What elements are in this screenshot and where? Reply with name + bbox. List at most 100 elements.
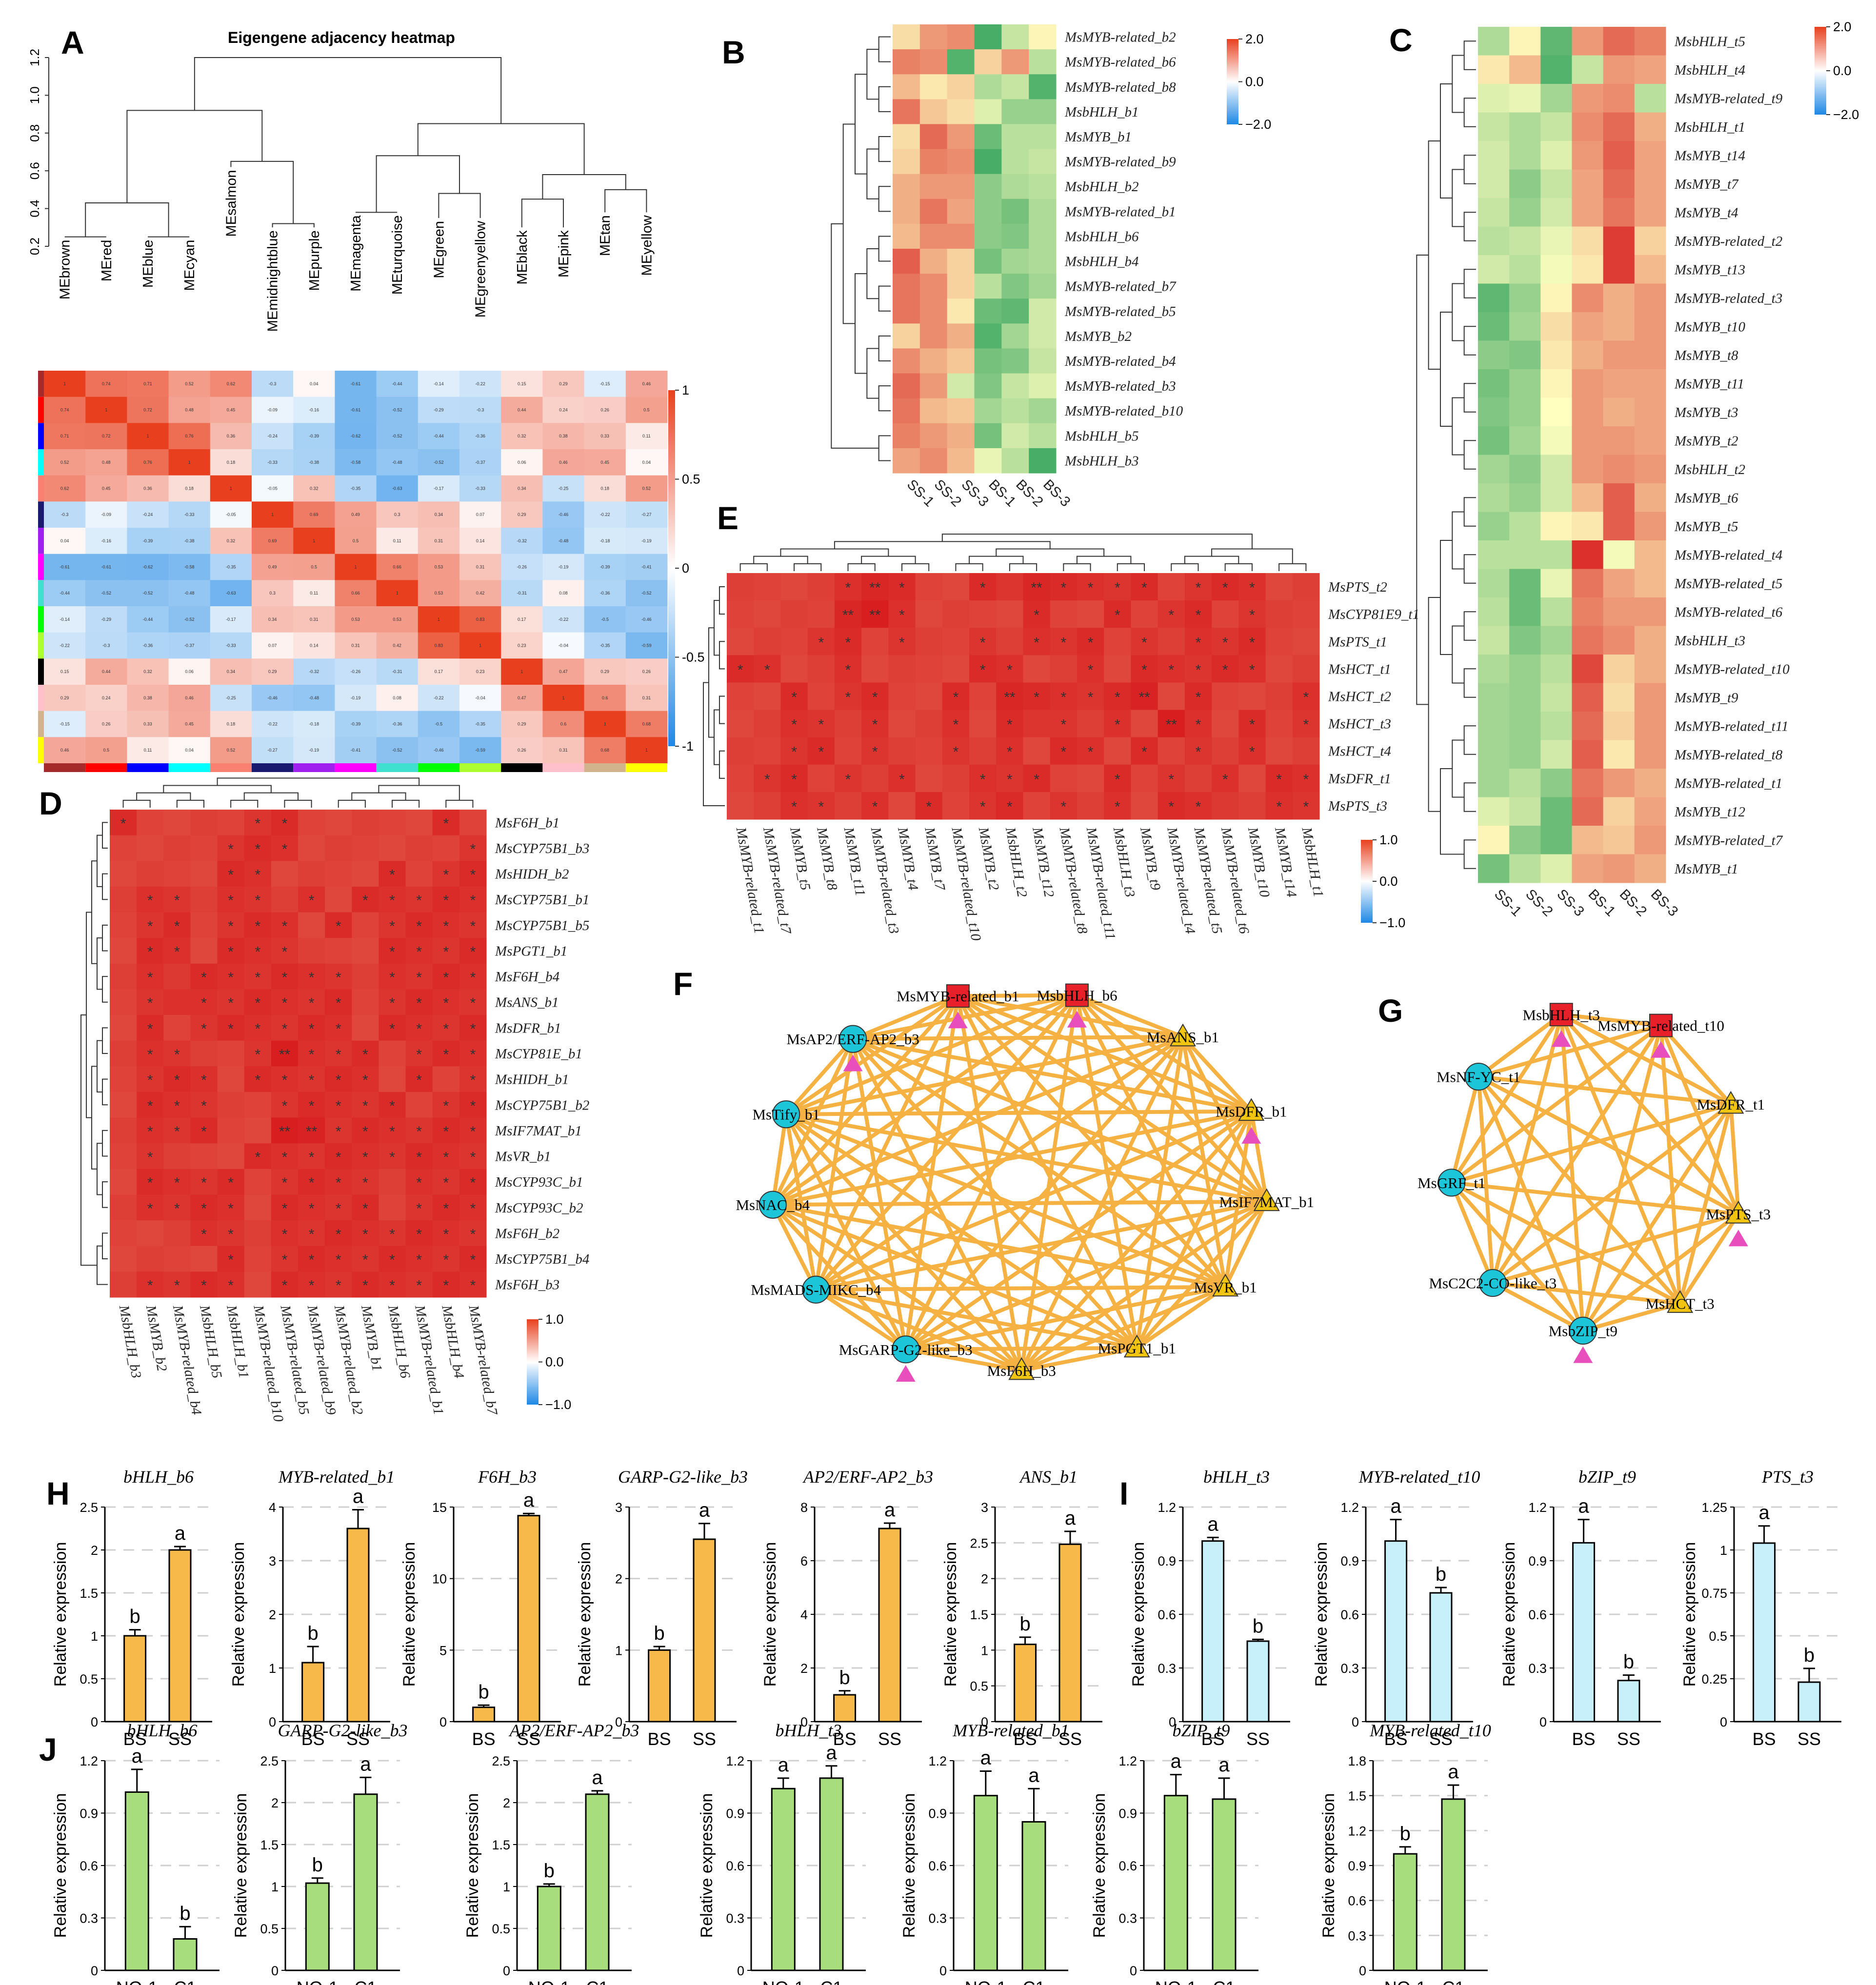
- heatmap-cell: [244, 1143, 272, 1170]
- cell-value-label: -0.35: [351, 486, 361, 491]
- heatmap-cell: [1478, 27, 1510, 56]
- network-edge: [851, 1037, 1269, 1204]
- heatmap-cell: [1634, 455, 1666, 484]
- significance-letter: a: [523, 1489, 535, 1511]
- heatmap-cell: [1603, 312, 1635, 341]
- network-edge: [1477, 1074, 1733, 1107]
- cell-value-label: 0.17: [518, 617, 526, 622]
- significance-star: *: [282, 1072, 288, 1089]
- heatmap-cell: [137, 1143, 164, 1170]
- module-label: MEgreenyellow: [473, 220, 489, 318]
- significance-star: *: [818, 799, 824, 815]
- network-edge: [1135, 1285, 1228, 1350]
- row-dendrogram: [91, 860, 97, 964]
- heatmap-cell: [352, 1092, 379, 1118]
- heatmap-cell: [542, 397, 585, 423]
- heatmap-cell: [168, 501, 211, 528]
- axis-tick-label: 1: [615, 1643, 622, 1658]
- bar: [1393, 1853, 1417, 1971]
- bar: [168, 1549, 192, 1723]
- axis-tick-label: 0.6: [1340, 1608, 1359, 1622]
- heatmap-cell: [780, 600, 808, 628]
- axis-tick-label: 0.9: [928, 1806, 947, 1821]
- heatmap-cell: [376, 554, 419, 580]
- heatmap-cell: [780, 573, 808, 601]
- significance-star: *: [309, 1072, 315, 1089]
- x-axis-label: NQ-1: [528, 1978, 570, 1985]
- heatmap-cell: [501, 475, 543, 502]
- row-dendrogram: [1463, 212, 1476, 241]
- bar: [1572, 1542, 1596, 1723]
- axis-tick-label: 0.9: [1340, 1554, 1359, 1568]
- column-dendrogram: [217, 777, 420, 786]
- significance-star: *: [201, 995, 207, 1012]
- bar: [353, 1793, 378, 1971]
- heatmap-cell: [418, 371, 460, 397]
- row-label: MsbHLH_b2: [1064, 179, 1138, 195]
- heatmap-cell: [325, 886, 352, 913]
- heatmap-cell: [969, 737, 997, 765]
- cell-value-label: -0.46: [641, 617, 652, 622]
- column-dendrogram: [753, 556, 808, 564]
- significance-star: *: [1222, 662, 1228, 678]
- significance-star: *: [255, 1021, 260, 1037]
- heatmap-cell: [1509, 55, 1541, 84]
- significance-star: *: [201, 1098, 207, 1114]
- significance-star: *: [282, 995, 288, 1012]
- heatmap-cell: [1603, 84, 1635, 113]
- column-dendrogram: [955, 563, 983, 571]
- network-edge: [1477, 1074, 1585, 1333]
- significance-star: *: [201, 1124, 207, 1140]
- heatmap-cell: [163, 1015, 191, 1041]
- significance-star: **: [306, 1124, 318, 1140]
- row-dendrogram: [1463, 839, 1476, 869]
- heatmap-cell: [325, 1117, 352, 1144]
- heatmap-cell: [405, 1246, 433, 1272]
- heatmap-cell: [1184, 737, 1212, 765]
- cell-value-label: 0.5: [353, 538, 359, 543]
- column-dendrogram: [1224, 563, 1253, 571]
- axis-tick-label: 1.2: [1528, 1500, 1547, 1515]
- significance-star: *: [201, 1278, 207, 1294]
- heatmap-cell: [780, 710, 808, 738]
- heatmap-cell: [974, 398, 1002, 424]
- cell-value-label: 0.52: [60, 460, 69, 465]
- heatmap-cell: [459, 371, 501, 397]
- x-axis-label: C1: [1442, 1978, 1464, 1985]
- x-axis-label: BS: [301, 1729, 325, 1749]
- heatmap-cell: [44, 371, 86, 397]
- heatmap-cell: [190, 938, 218, 964]
- heatmap-cell: [432, 912, 460, 938]
- axis-tick-label: 0.6: [27, 162, 42, 179]
- x-axis-label: C1: [174, 1978, 196, 1985]
- heatmap-cell: [1509, 169, 1541, 198]
- row-label: MsMYB-related_b8: [1064, 79, 1176, 95]
- column-label: MsbHLH_t3: [1110, 826, 1138, 898]
- axis-tick-label: 0.3: [1340, 1661, 1359, 1676]
- heatmap-cell: [376, 632, 419, 659]
- heatmap-cell: [1131, 764, 1158, 793]
- cell-value-label: -0.22: [60, 643, 70, 648]
- cell-value-label: 1: [645, 748, 648, 753]
- heatmap-cell: [252, 528, 294, 555]
- heatmap-cell: [168, 606, 211, 633]
- heatmap-cell: [1478, 340, 1510, 370]
- axis-tick-label: 2.5: [492, 1754, 510, 1768]
- heatmap-cell: [244, 912, 272, 938]
- module-color-col: [44, 763, 86, 772]
- significance-star: *: [470, 944, 476, 960]
- heatmap-cell: [379, 835, 406, 861]
- colorbar: [527, 1319, 539, 1405]
- heatmap-cell: [1540, 769, 1572, 797]
- network-edge: [903, 1199, 1269, 1351]
- heatmap-cell: [919, 24, 948, 50]
- colorbar-tick-label: 0: [682, 561, 689, 576]
- heatmap-cell: [1540, 112, 1572, 141]
- heatmap-cell: [1478, 255, 1510, 284]
- heatmap-cell: [44, 658, 86, 685]
- cell-value-label: -0.37: [475, 460, 485, 465]
- heatmap-cell: [1001, 298, 1029, 324]
- network-edge: [1075, 993, 1228, 1289]
- row-dendrogram: [1463, 782, 1476, 812]
- heatmap-cell: [298, 1194, 325, 1221]
